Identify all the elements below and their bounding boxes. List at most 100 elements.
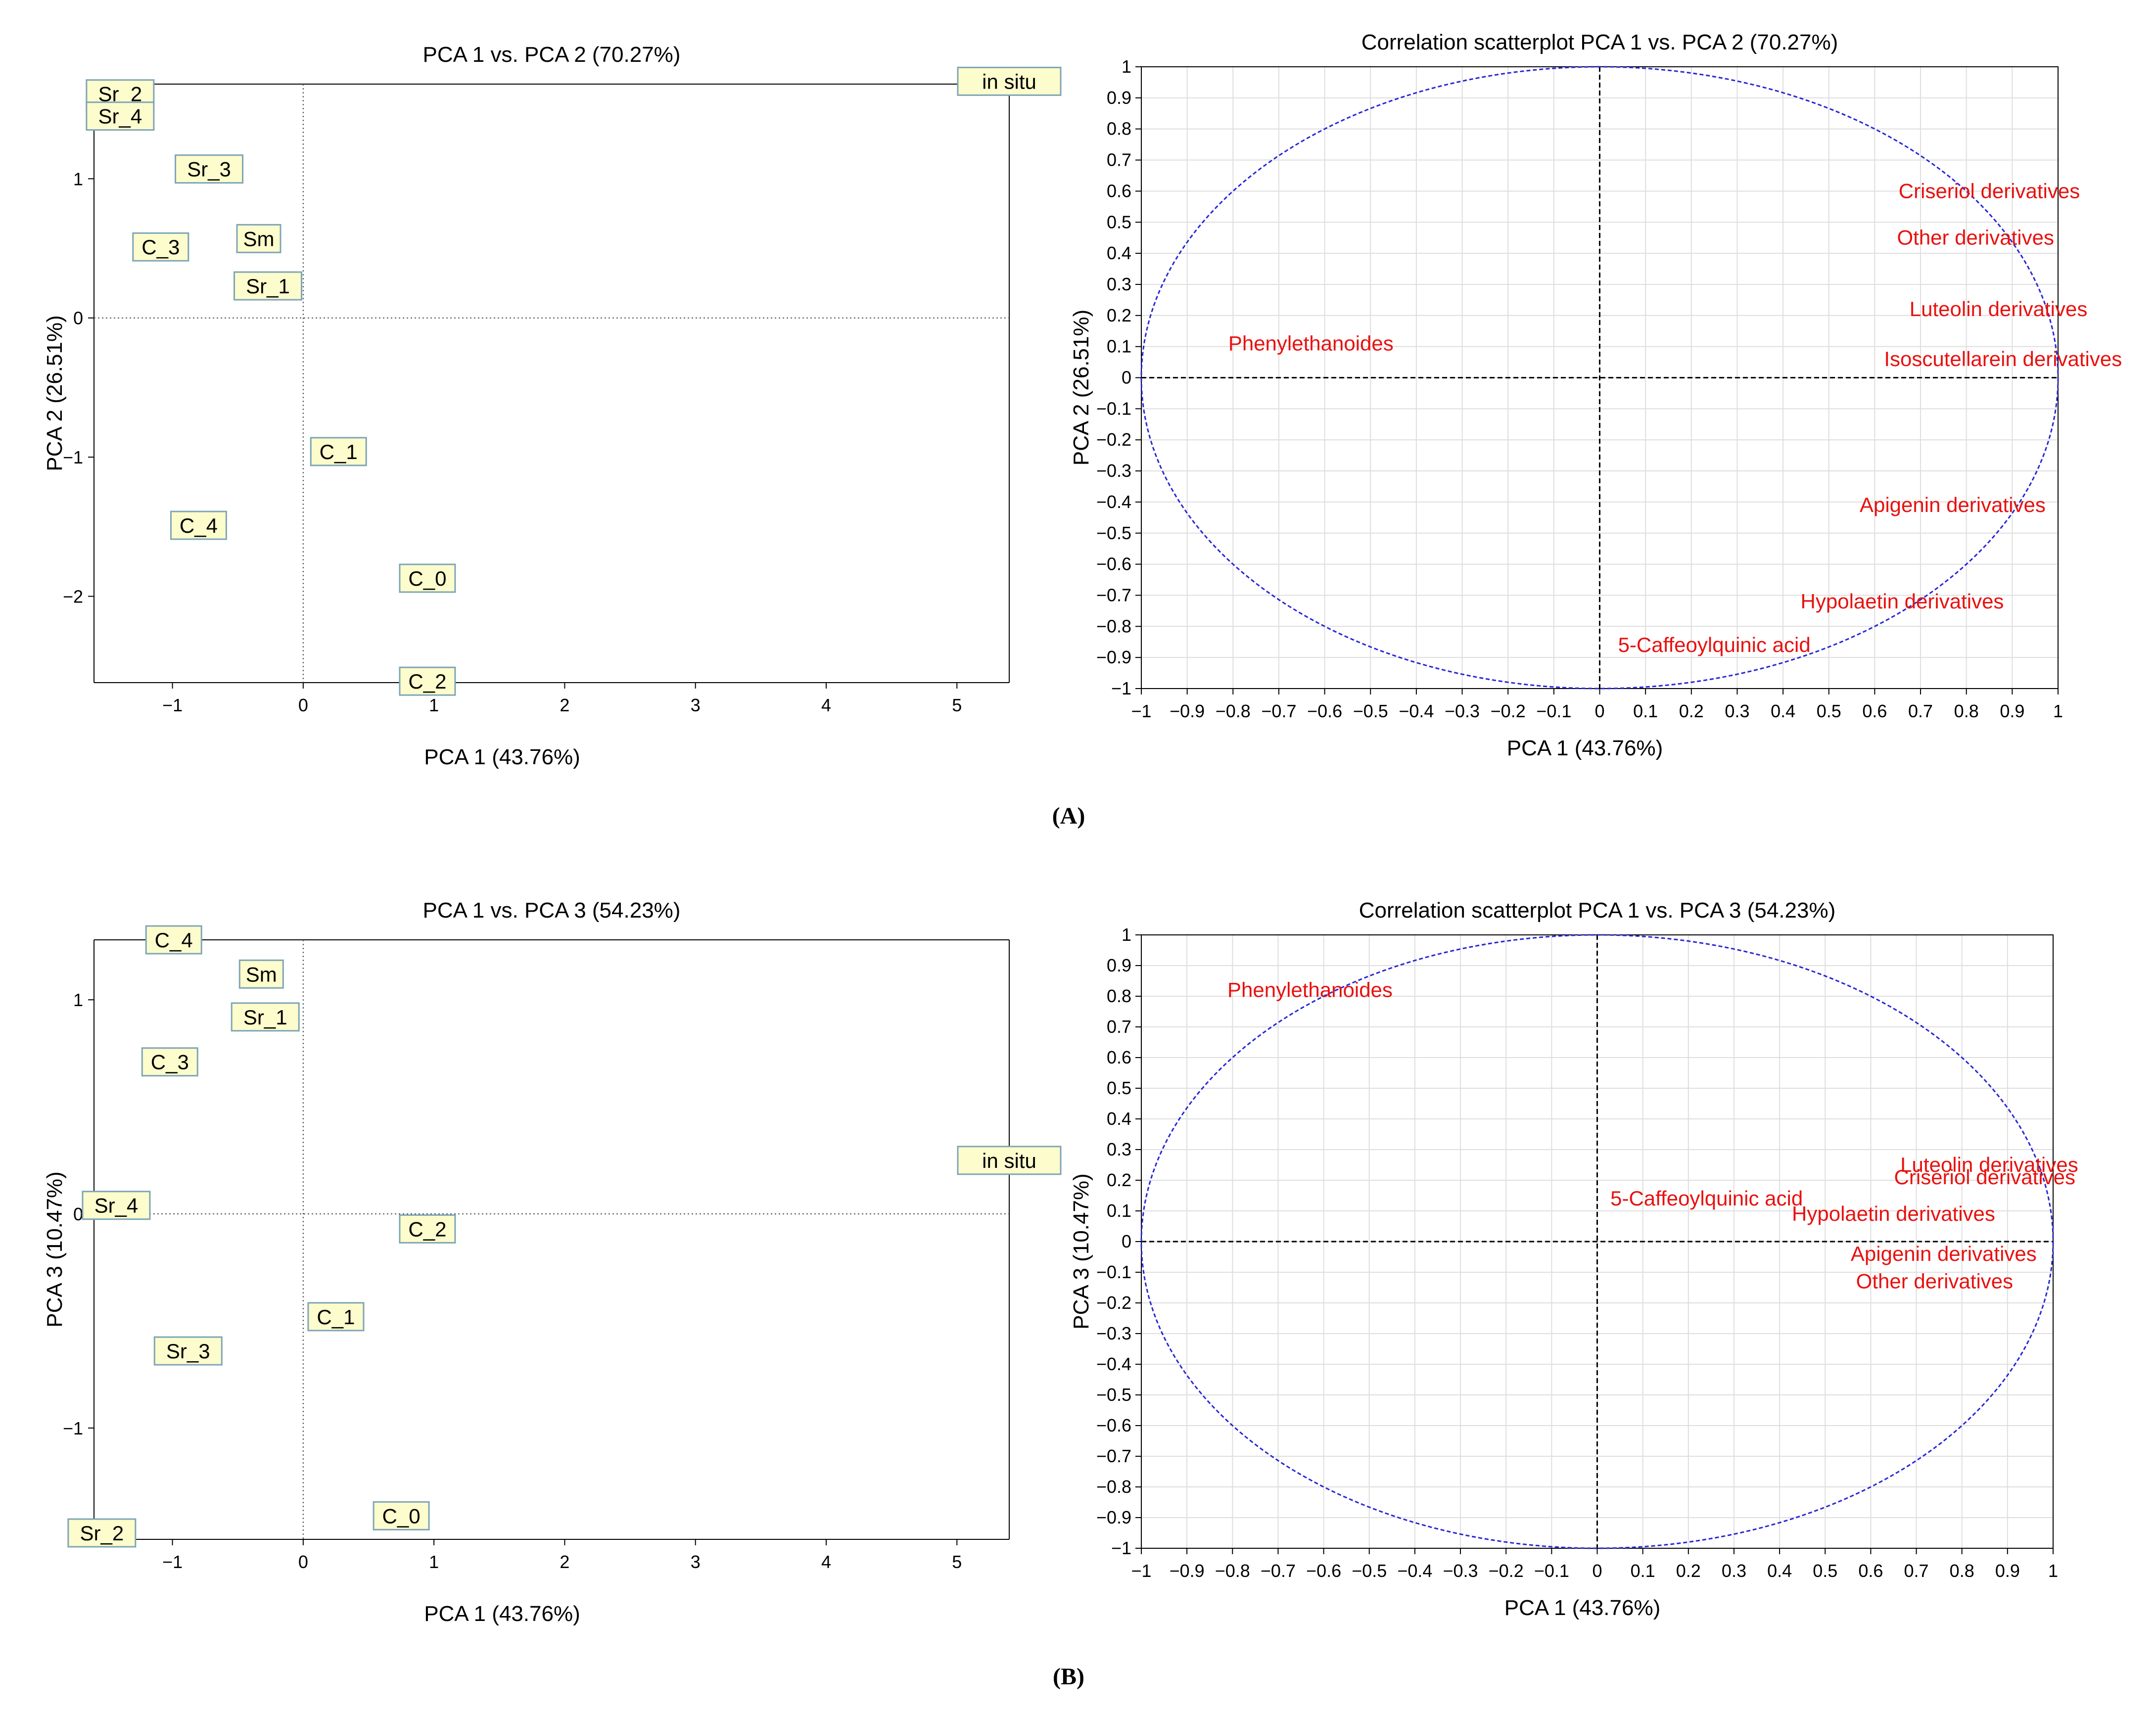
y-tick-label: 0 [73,308,83,328]
variable-label: 5-Caffeoylquinic acid [1618,633,1811,656]
y-tick-label: 0.5 [1107,1078,1131,1098]
chart-title: PCA 1 vs. PCA 2 (70.27%) [423,43,681,67]
sample-point-label: C_3 [141,235,180,259]
y-tick-label: 1 [1122,925,1131,945]
y-tick-label: 0.3 [1107,274,1131,294]
sample-point-box [373,1501,430,1530]
y-tick-label: −0.4 [1096,1354,1131,1374]
x-tick-label: 5 [952,695,962,715]
x-tick-label: 4 [821,1552,831,1572]
x-tick-label: 0.4 [1767,1561,1792,1581]
x-axis-label: PCA 1 (43.76%) [424,745,580,769]
sample-point: Sr_2 [67,1518,137,1548]
x-tick-label: 0.7 [1904,1561,1929,1581]
variable-label: Other derivatives [1897,226,2054,249]
y-tick-label: 0 [1122,368,1131,388]
sample-point-label: C_2 [408,1217,446,1241]
variable-label: 5-Caffeoylquinic acid [1610,1187,1803,1210]
x-axis-label: PCA 1 (43.76%) [1504,1596,1661,1620]
sample-point-label: Sr_1 [243,1006,287,1029]
sample-point: Sm [236,224,281,253]
variable-label: Criseriol derivatives [1894,1165,2075,1189]
x-tick-label: −0.5 [1353,701,1388,721]
variable-label: Criseriol derivatives [1899,179,2080,202]
x-tick-label: 0.5 [1813,1561,1837,1581]
x-tick-label: 0.8 [1954,701,1979,721]
sample-point-label: C_1 [320,440,358,463]
x-tick-label: 3 [691,695,701,715]
y-tick-label: −0.7 [1096,1446,1131,1466]
x-tick-label: 0.2 [1679,701,1704,721]
x-tick-label: −0.6 [1307,701,1342,721]
sample-point-box [307,1302,365,1332]
sample-point-label: in situ [982,70,1036,93]
sample-point-label: C_0 [382,1504,421,1527]
variable-label: Hypolaetin derivatives [1792,1202,1995,1225]
y-tick-label: 0.9 [1107,955,1131,975]
variable-label: Luteolin derivatives [1900,1153,2078,1176]
y-axis-label: PCA 2 (26.51%) [1069,310,1093,466]
y-tick-label: 0.2 [1107,1170,1131,1190]
x-tick-label: −0.4 [1399,701,1434,721]
x-tick-label: −0.1 [1536,701,1571,721]
sample-point: C_0 [373,1501,430,1530]
sample-point-box [145,925,202,955]
sample-point: Sr_1 [234,271,302,301]
y-axis-label: PCA 2 (26.51%) [43,315,67,471]
x-tick-label: −0.3 [1445,701,1480,721]
y-tick-label: −0.3 [1096,461,1131,481]
x-tick-label: 0.4 [1771,701,1795,721]
y-tick-label: −2 [63,587,83,607]
sample-point-box [132,232,189,262]
x-tick-label: 0.9 [1995,1561,2020,1581]
y-tick-label: 0.1 [1107,336,1131,357]
y-tick-label: −0.2 [1096,1293,1131,1313]
x-tick-label: −1 [1131,701,1151,721]
y-tick-label: −0.5 [1096,1385,1131,1405]
y-tick-label: 1 [73,169,83,189]
sample-point-label: in situ [982,1149,1036,1172]
sample-point-box [141,1047,198,1077]
y-tick-label: 0 [73,1204,83,1224]
sample-point: C_3 [141,1047,198,1077]
sample-point-box [231,1002,300,1032]
x-tick-label: 0.6 [1862,701,1887,721]
y-tick-label: 0.4 [1107,243,1131,263]
variable-label: Apigenin derivatives [1851,1242,2037,1265]
sample-point-label: Sm [243,227,275,250]
x-tick-label: 0.1 [1631,1561,1655,1581]
y-tick-label: 0.8 [1107,986,1131,1006]
x-tick-label: −0.3 [1443,1561,1478,1581]
sample-point: in situ [957,1146,1062,1175]
x-tick-label: −1 [1131,1561,1151,1581]
sample-point-box [957,1146,1062,1175]
x-tick-label: 1 [429,695,439,715]
x-tick-label: 2 [560,695,569,715]
sample-point: Sr_3 [153,1336,223,1366]
variable-label: Luteolin derivatives [1910,297,2088,321]
sample-point-box [236,224,281,253]
x-tick-label: −0.7 [1261,701,1296,721]
y-tick-label: 0.2 [1107,305,1131,325]
panel-label-b: (B) [1053,1664,1084,1690]
sample-point: Sr_1 [231,1002,300,1032]
correlation-plot-b: Correlation scatterplot PCA 1 vs. PCA 3 … [1069,898,2078,1620]
sample-point-box [399,666,456,696]
y-tick-label: 1 [73,990,83,1010]
x-tick-label: 2 [560,1552,569,1572]
y-tick-label: 1 [1122,56,1131,77]
y-tick-label: 0.7 [1107,150,1131,170]
sample-point-label: C_1 [317,1305,355,1329]
y-tick-label: −0.6 [1096,554,1131,574]
x-tick-label: −0.7 [1261,1561,1296,1581]
x-tick-label: 0 [1594,701,1604,721]
y-tick-label: 0.8 [1107,119,1131,139]
y-tick-label: −0.1 [1096,398,1131,418]
x-tick-label: 1 [429,1552,439,1572]
y-tick-label: 0.7 [1107,1017,1131,1037]
y-tick-label: 0.1 [1107,1201,1131,1221]
sample-point-box [170,510,227,540]
y-tick-label: −0.2 [1096,429,1131,450]
